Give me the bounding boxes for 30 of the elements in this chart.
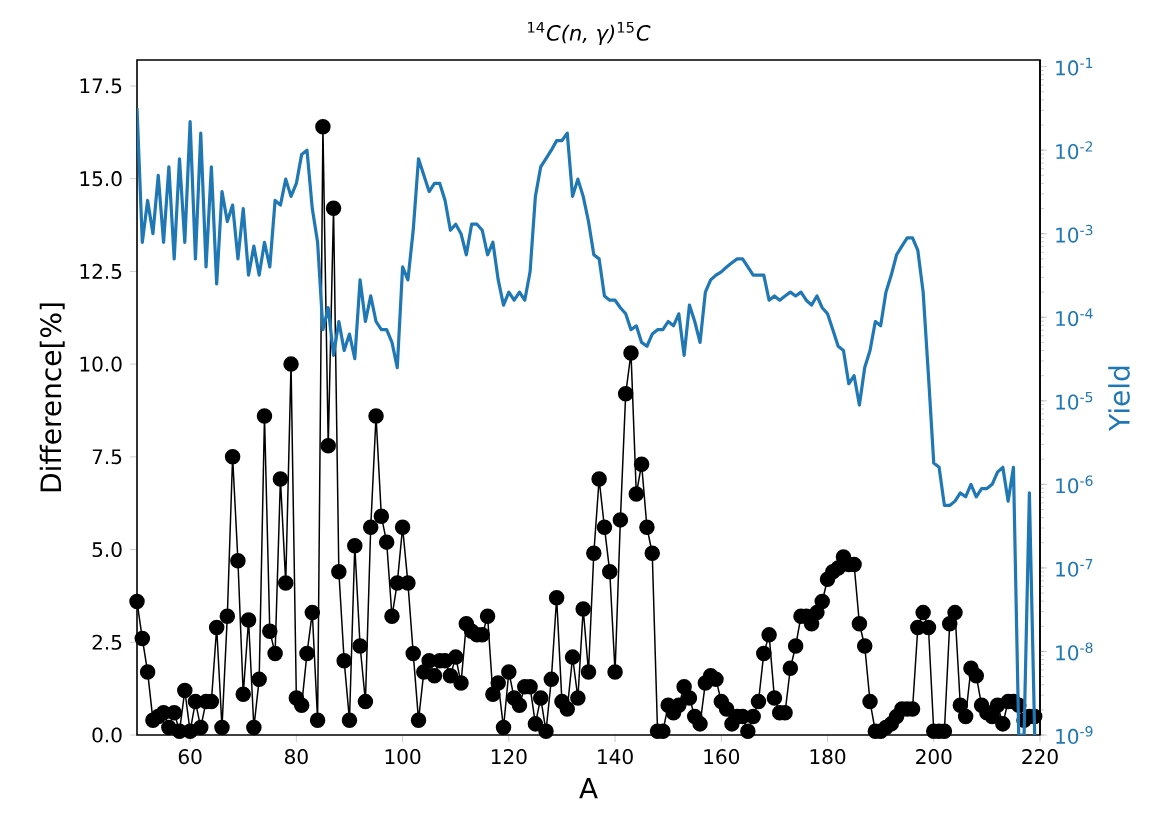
x-tick-label: 200 [916,749,952,765]
y2-tick-label: 10$^{-3}$ [1056,224,1093,243]
x-tick-label: 80 [284,749,308,765]
x-tick-label: 60 [178,749,202,765]
y-tick-label: 5.0 [92,541,122,558]
chart-title: $^{14}$C(n, γ)$^{15}$C [528,21,651,45]
y-tick-label: 2.5 [92,634,122,650]
y2-axis-title: Yield [1108,366,1130,431]
x-tick-label: 120 [491,749,527,765]
y-tick-label: 15.0 [80,171,122,187]
y-tick-label: 17.5 [80,78,122,94]
y2-tick-label: 10$^{-1}$ [1056,57,1093,76]
y-axis-title: Difference[%] [39,303,65,492]
y-tick-label: 12.5 [80,263,122,279]
x-tick-label: 160 [704,749,740,765]
x-tick-label: 180 [810,749,846,765]
y-tick-label: 0.0 [92,727,122,743]
x-tick-label: 220 [1022,749,1058,765]
y-tick-label: 10.0 [80,356,122,372]
y2-tick-label: 10$^{-6}$ [1056,475,1093,494]
y-tick-label: 7.5 [92,449,122,465]
y2-tick-label: 10$^{-2}$ [1056,141,1093,160]
x-tick-label: 100 [385,749,421,765]
x-tick-label: 140 [598,749,633,765]
y2-tick-label: 10$^{-9}$ [1056,726,1093,744]
y2-tick-label: 10$^{-8}$ [1056,642,1093,661]
y2-tick-label: 10$^{-7}$ [1056,559,1093,577]
y2-tick-label: 10$^{-5}$ [1056,391,1093,410]
x-axis-title: A [579,777,598,799]
y2-tick-label: 10$^{-4}$ [1056,308,1093,327]
